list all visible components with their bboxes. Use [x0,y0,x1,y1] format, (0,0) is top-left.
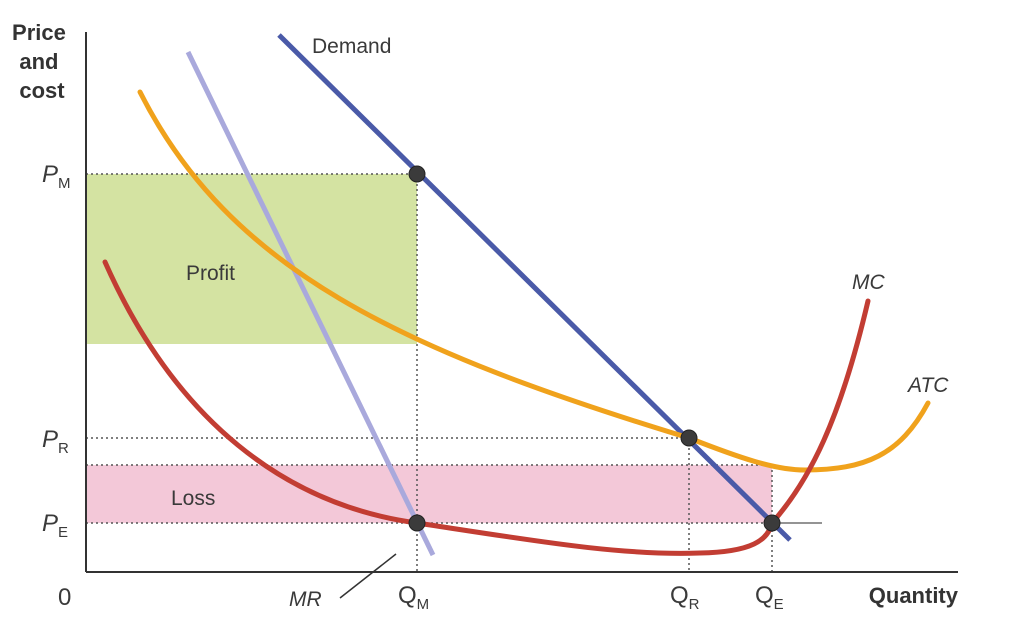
x-tick-qe-sub: E [774,596,784,613]
demand-curve [277,33,792,542]
y-tick-pe-sub: E [58,524,68,541]
profit-label: Profit [186,262,235,285]
origin-label: 0 [58,584,71,611]
y-tick-pr-sub: R [58,440,69,457]
y-tick-pr-main: P [42,426,58,453]
y-axis-title-line-1: Price [12,20,66,45]
x-tick-qm-sub: M [417,596,430,613]
axes [85,32,958,573]
point-demand-atc-at-qr [680,429,698,447]
x-tick-qr-main: Q [670,582,689,609]
demand-label: Demand [312,35,391,58]
y-tick-pe-main: P [42,510,58,537]
x-tick-qe-main: Q [755,582,774,609]
profit-region [86,174,417,344]
mc-label: MC [852,271,885,294]
mc-curve [102,259,871,556]
y-tick-pm-sub: M [58,175,71,192]
x-tick-qr-sub: R [689,596,700,613]
x-axis-title: Quantity [869,583,959,608]
guide-lines [86,173,773,572]
point-demand-mc-at-qe [763,514,781,532]
loss-region [86,465,772,523]
point-demand-at-qm [408,165,426,183]
mr-label: MR [289,588,322,611]
y-tick-pr: PR [42,426,69,457]
x-tick-qr: QR [670,582,700,613]
intersection-points [408,165,781,532]
x-tick-qm-main: Q [398,582,417,609]
y-tick-pm-main: P [42,161,58,188]
y-tick-pe: PE [42,510,68,541]
atc-label: ATC [906,374,949,397]
x-tick-qm: QM [398,582,429,613]
y-axis-title: Price and cost [12,20,72,103]
mr-curve [185,50,436,557]
y-axis-title-line-2: and [19,49,58,74]
y-axis-title-line-3: cost [19,78,65,103]
x-tick-qe: QE [755,582,784,613]
point-mr-mc-at-qm [408,514,426,532]
y-tick-pm: PM [42,161,71,192]
mr-label-pointer [339,553,397,599]
loss-label: Loss [171,487,215,510]
